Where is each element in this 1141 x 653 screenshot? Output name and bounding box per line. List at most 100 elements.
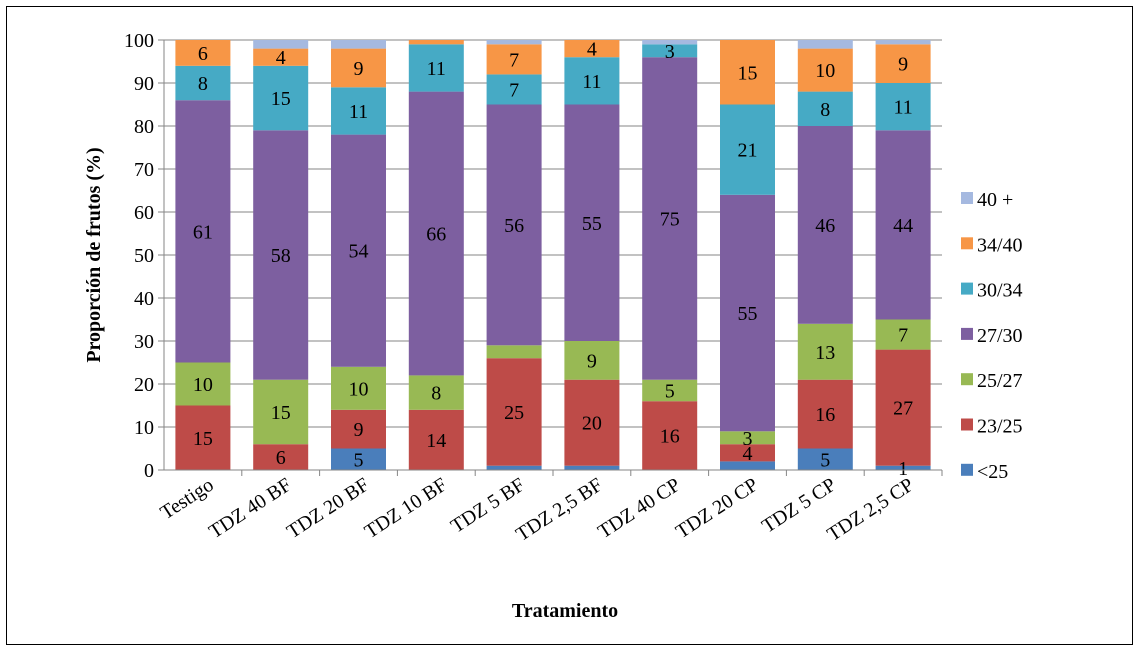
bar-segment [175,100,231,363]
data-label: 10 [349,378,369,400]
bar-segment [875,319,931,350]
bar-segment [642,379,698,402]
y-tick-label: 0 [144,460,154,482]
y-tick-label: 70 [134,159,154,181]
bar-segment [253,130,309,380]
bar-segment [564,57,620,105]
x-tick-label: TDZ 40 BF [205,474,295,543]
x-tick-label: TDZ 10 BF [361,474,451,543]
bar-segment [797,48,853,92]
legend-swatch [961,192,973,204]
bar-segment [331,409,386,449]
legend-swatch [961,237,973,250]
bar-segment [875,40,931,45]
bar-segment [253,65,309,131]
data-label: 54 [349,241,369,263]
data-label: 4 [587,39,597,61]
legend: 40 + 34/40 30/34 27/30 25/27 23/25 <25 [961,189,1023,483]
bar-segment [797,40,853,49]
bar-segment [642,401,698,470]
bar-segment [408,91,464,376]
legend-swatch [961,282,973,295]
bar-segment [331,366,386,410]
data-label: 21 [738,140,758,162]
bar-segment [875,83,931,131]
data-label: 4 [276,47,286,69]
legend-swatch [961,373,973,386]
bar-segment [642,40,698,45]
data-label: 8 [820,99,830,121]
data-label: 55 [738,303,758,325]
bar-segment [797,448,853,470]
data-label: 14 [426,430,446,452]
data-label: 6 [198,43,208,65]
data-label: 7 [509,79,519,101]
data-label: 44 [893,215,913,237]
y-tick-label: 60 [134,202,154,224]
x-tick-label: TDZ 2,5 CP [823,474,917,546]
bar-segment [331,48,386,88]
bar-segment [408,375,464,410]
data-label: 3 [665,41,675,63]
bar-segment [486,40,542,45]
bar-segment [486,345,542,359]
bar-segment [175,362,231,406]
data-label: 3 [743,428,753,450]
x-tick-label: TDZ 20 CP [672,474,762,543]
legend-swatch [961,327,973,340]
bars [175,40,931,470]
bar-segment [486,104,542,346]
bar-segment [253,48,309,66]
bar-segment [875,44,931,83]
y-tick-label: 10 [134,417,154,439]
data-label: 9 [354,58,364,80]
bar-segment [486,358,542,466]
bar-segment [253,444,309,470]
bar-segment [720,431,775,445]
legend-label: 30/34 [977,280,1023,302]
bar-segment [797,379,853,449]
data-label: 1 [898,458,908,480]
y-tick-label: 40 [134,288,154,310]
data-label: 11 [427,58,446,80]
bar-segment [564,465,620,470]
bar-segment [175,40,231,66]
bar-segment [253,40,309,49]
bar-segment [720,461,775,470]
bar-segment [642,44,698,58]
data-label: 13 [815,342,835,364]
bar-segment [486,44,542,75]
data-label: 11 [349,101,368,123]
data-labels: 1510618661558154591054119148661125567720… [193,39,913,480]
data-label: 5 [354,449,364,471]
bar-segment [797,323,853,380]
data-label: 6 [276,447,286,469]
y-axis-title: Proporción de frutos (%) [83,147,105,362]
data-label: 11 [893,97,912,119]
legend-label: 27/30 [977,325,1023,347]
data-label: 4 [743,443,753,465]
data-label: 9 [354,419,364,441]
bar-segment [720,194,775,432]
bar-segment [408,40,464,45]
y-tick-label: 100 [124,30,154,52]
legend-label: <25 [977,461,1008,483]
data-label: 5 [820,449,830,471]
bar-segment [720,104,775,195]
data-label: 15 [271,402,291,424]
legend-label: 25/27 [977,370,1023,392]
bar-segment [175,65,231,101]
y-tick-label: 50 [134,245,154,267]
bar-segment [175,405,231,470]
bar-segment [564,40,620,58]
bar-segment [408,409,464,470]
bar-segment [331,448,386,470]
y-tick-label: 80 [134,116,154,138]
bar-segment [875,349,931,466]
y-tick-label: 20 [134,374,154,396]
data-label: 25 [504,402,524,424]
data-label: 10 [193,374,213,396]
data-label: 9 [587,350,597,372]
data-label: 8 [431,383,441,405]
legend-swatch [961,463,973,476]
